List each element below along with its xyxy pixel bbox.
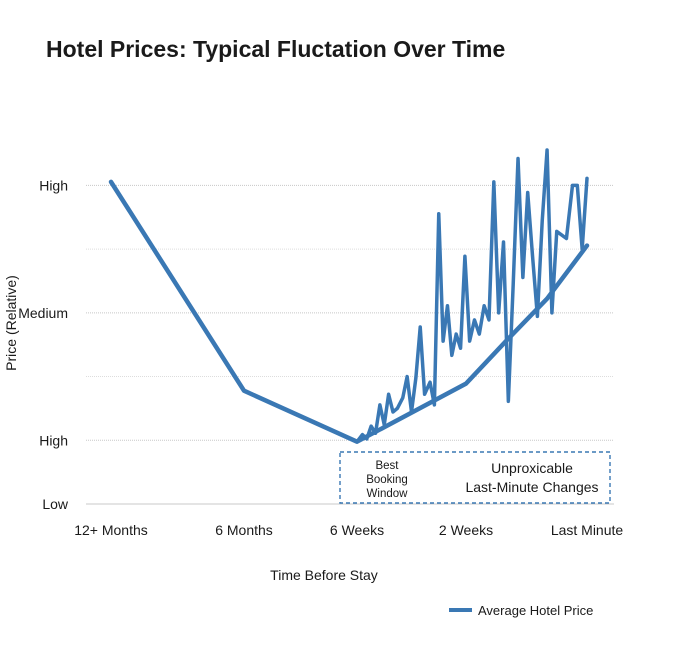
x-tick-label: 2 Weeks xyxy=(439,522,493,538)
y-tick-label: High xyxy=(39,432,68,448)
x-tick-label: 6 Weeks xyxy=(330,522,384,538)
series-line-average-hotel-price xyxy=(108,179,590,444)
x-tick-label: Last Minute xyxy=(551,522,624,538)
y-tick-label: Low xyxy=(42,496,69,512)
y-axis-label: Price (Relative) xyxy=(3,275,19,371)
y-tick-label: Medium xyxy=(18,305,68,321)
annotation-text-line: Unproxicable xyxy=(491,460,573,476)
x-tick-label: 6 Months xyxy=(215,522,273,538)
y-axis-ticks: High Medium High Low xyxy=(18,177,69,512)
chart-title: Hotel Prices: Typical Fluctation Over Ti… xyxy=(46,36,505,62)
annotation-text-line: Window xyxy=(367,488,409,500)
legend: Average Hotel Price xyxy=(449,603,593,618)
annotation-text-line: Best xyxy=(375,460,399,472)
annotation-best-booking-window: Best Booking Window xyxy=(366,460,408,500)
annotation-text-line: Last-Minute Changes xyxy=(465,479,598,495)
annotation-last-minute-changes: Unproxicable Last-Minute Changes xyxy=(465,460,598,495)
x-axis-label: Time Before Stay xyxy=(270,567,378,583)
annotation-box xyxy=(339,451,611,504)
x-tick-label: 12+ Months xyxy=(74,522,148,538)
y-tick-label: High xyxy=(39,177,68,193)
x-axis-ticks: 12+ Months 6 Months 6 Weeks 2 Weeks Last Min… xyxy=(74,522,623,538)
legend-label: Average Hotel Price xyxy=(478,603,593,618)
series-line-volatility xyxy=(355,148,589,444)
annotation-text-line: Booking xyxy=(366,474,408,486)
grid-lines xyxy=(86,184,614,505)
